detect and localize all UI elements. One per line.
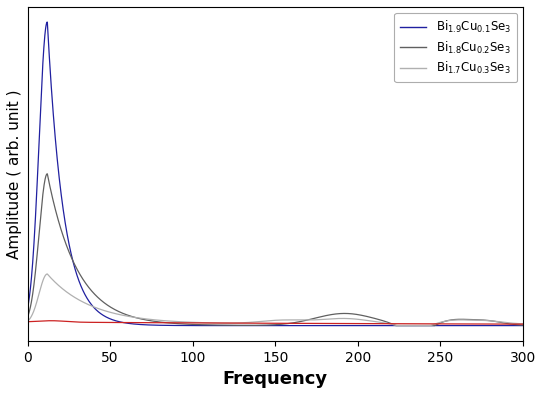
Bi$_{1.9}$Cu$_{0.1}$Se$_{3}$ xyxy=(506,323,512,328)
Bi$_{1.9}$Cu$_{0.1}$Se$_{3}$ xyxy=(48,318,54,323)
Bi$_{1.7}$Cu$_{0.3}$Se$_{3}$ xyxy=(44,272,50,276)
Bi$_{1.9}$Cu$_{0.1}$Se$_{3}$ xyxy=(24,306,31,311)
Bi$_{1.9}$Cu$_{0.1}$Se$_{3}$ xyxy=(252,321,259,325)
Bi$_{1.7}$Cu$_{0.3}$Se$_{3}$ xyxy=(266,318,272,323)
Bi$_{1.9}$Cu$_{0.1}$Se$_{3}$ xyxy=(44,20,50,24)
Bi$_{1.9}$Cu$_{0.1}$Se$_{3}$ xyxy=(266,321,272,325)
Line: Bi$_{1.7}$Cu$_{0.3}$Se$_{3}$: Bi$_{1.7}$Cu$_{0.3}$Se$_{3}$ xyxy=(28,274,523,325)
Bi$_{1.9}$Cu$_{0.1}$Se$_{3}$ xyxy=(50,108,56,113)
Bi$_{1.7}$Cu$_{0.3}$Se$_{3}$ xyxy=(252,320,259,324)
Bi$_{1.9}$Cu$_{0.1}$Se$_{3}$ xyxy=(266,323,272,328)
Bi$_{1.7}$Cu$_{0.3}$Se$_{3}$ xyxy=(415,323,421,328)
Bi$_{1.8}$Cu$_{0.2}$Se$_{3}$ xyxy=(50,198,56,203)
Bi$_{1.8}$Cu$_{0.2}$Se$_{3}$ xyxy=(506,322,512,326)
Bi$_{1.8}$Cu$_{0.2}$Se$_{3}$ xyxy=(415,323,421,328)
Line: Bi$_{1.9}$Cu$_{0.1}$Se$_{3}$: Bi$_{1.9}$Cu$_{0.1}$Se$_{3}$ xyxy=(28,22,523,325)
Bi$_{1.8}$Cu$_{0.2}$Se$_{3}$ xyxy=(266,323,272,327)
Bi$_{1.9}$Cu$_{0.1}$Se$_{3}$ xyxy=(520,322,526,327)
Y-axis label: Amplitude ( arb. unit ): Amplitude ( arb. unit ) xyxy=(7,89,22,259)
Bi$_{1.9}$Cu$_{0.1}$Se$_{3}$ xyxy=(520,323,526,328)
Line: Bi$_{1.9}$Cu$_{0.1}$Se$_{3}$: Bi$_{1.9}$Cu$_{0.1}$Se$_{3}$ xyxy=(28,321,523,324)
Bi$_{1.8}$Cu$_{0.2}$Se$_{3}$ xyxy=(252,323,259,328)
Bi$_{1.8}$Cu$_{0.2}$Se$_{3}$ xyxy=(393,323,399,328)
Bi$_{1.7}$Cu$_{0.3}$Se$_{3}$ xyxy=(24,319,31,324)
Bi$_{1.7}$Cu$_{0.3}$Se$_{3}$ xyxy=(506,320,512,325)
Legend: Bi$_{1.9}$Cu$_{0.1}$Se$_{3}$, Bi$_{1.8}$Cu$_{0.2}$Se$_{3}$, Bi$_{1.7}$Cu$_{0.3}$: Bi$_{1.9}$Cu$_{0.1}$Se$_{3}$, Bi$_{1.8}$… xyxy=(394,13,517,83)
Bi$_{1.7}$Cu$_{0.3}$Se$_{3}$ xyxy=(520,322,526,326)
Bi$_{1.7}$Cu$_{0.3}$Se$_{3}$ xyxy=(506,320,512,325)
Bi$_{1.9}$Cu$_{0.1}$Se$_{3}$ xyxy=(506,322,512,326)
Line: Bi$_{1.8}$Cu$_{0.2}$Se$_{3}$: Bi$_{1.8}$Cu$_{0.2}$Se$_{3}$ xyxy=(28,174,523,325)
Bi$_{1.9}$Cu$_{0.1}$Se$_{3}$ xyxy=(24,319,31,324)
X-axis label: Frequency: Frequency xyxy=(223,370,328,388)
Bi$_{1.8}$Cu$_{0.2}$Se$_{3}$ xyxy=(44,171,50,176)
Bi$_{1.8}$Cu$_{0.2}$Se$_{3}$ xyxy=(520,323,526,327)
Bi$_{1.9}$Cu$_{0.1}$Se$_{3}$ xyxy=(50,318,56,323)
Bi$_{1.8}$Cu$_{0.2}$Se$_{3}$ xyxy=(506,322,512,326)
Bi$_{1.7}$Cu$_{0.3}$Se$_{3}$ xyxy=(50,278,56,282)
Bi$_{1.9}$Cu$_{0.1}$Se$_{3}$ xyxy=(252,323,259,328)
Bi$_{1.9}$Cu$_{0.1}$Se$_{3}$ xyxy=(506,322,512,326)
Bi$_{1.7}$Cu$_{0.3}$Se$_{3}$ xyxy=(394,323,401,328)
Bi$_{1.9}$Cu$_{0.1}$Se$_{3}$ xyxy=(415,323,421,328)
Bi$_{1.9}$Cu$_{0.1}$Se$_{3}$ xyxy=(415,322,421,326)
Bi$_{1.8}$Cu$_{0.2}$Se$_{3}$ xyxy=(24,315,31,320)
Bi$_{1.9}$Cu$_{0.1}$Se$_{3}$ xyxy=(506,323,512,328)
